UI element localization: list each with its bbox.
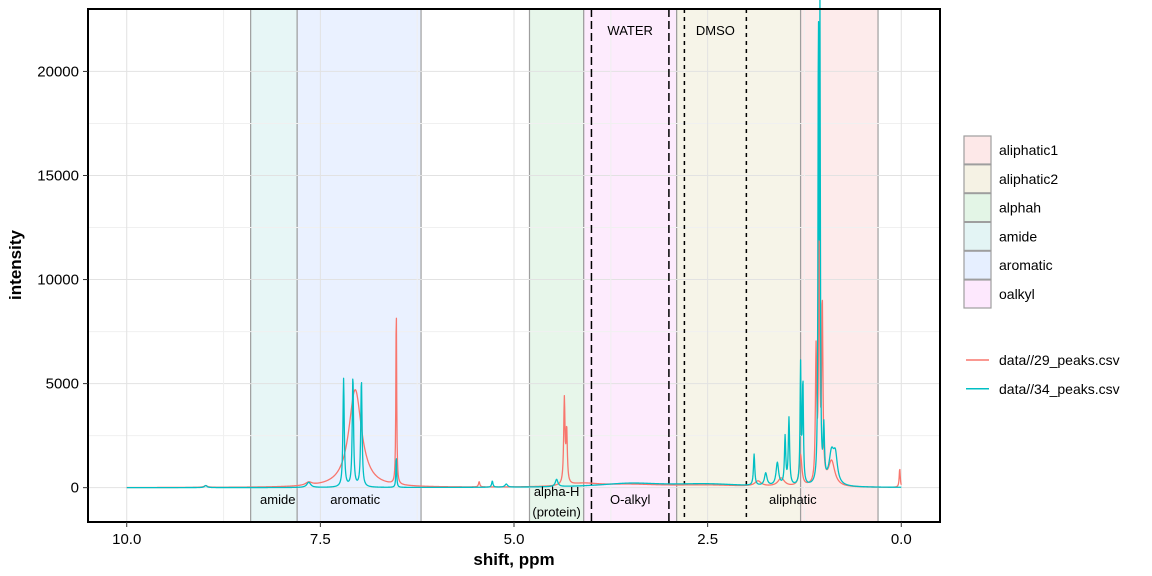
region-label: O-alkyl <box>610 492 651 507</box>
region-band-aliphatic1 <box>799 8 879 523</box>
legend: aliphatic1 aliphatic2 alphah amide aromatic o… <box>963 135 1120 397</box>
legend-label: data//34_peaks.csv <box>999 381 1120 397</box>
x-tick-label: 7.5 <box>310 531 331 548</box>
region-label: alpha-H <box>534 484 580 499</box>
legend-key-oalkyl <box>963 279 992 309</box>
y-tick-label: 15000 <box>37 167 79 184</box>
legend-label: data//29_peaks.csv <box>999 352 1120 368</box>
reference-label: DMSO <box>696 23 735 38</box>
y-tick-label: 5000 <box>46 376 79 393</box>
series-line <box>126 0 902 489</box>
y-tick-label: 0 <box>71 480 79 497</box>
y-tick-label: 10000 <box>37 272 79 289</box>
region-band-oalkyl <box>583 8 678 523</box>
legend-key-aliphatic1 <box>963 135 992 165</box>
x-tick-label: 10.0 <box>112 531 141 548</box>
region-label: amide <box>260 492 295 507</box>
x-tick-label: 2.5 <box>697 531 718 548</box>
reference-lines <box>590 9 748 522</box>
region-label: (protein) <box>532 505 580 520</box>
legend-key-aliphatic2 <box>963 164 992 194</box>
legend-key-alphah <box>963 193 992 223</box>
legend-key-aromatic <box>963 250 992 280</box>
legend-label: aliphatic2 <box>999 171 1058 187</box>
region-band-amide <box>250 8 298 523</box>
region-band-aromatic <box>296 8 422 523</box>
region-label: aromatic <box>330 492 380 507</box>
region-band-alphah <box>528 8 585 523</box>
legend-label: oalkyl <box>999 286 1035 302</box>
x-tick-label: 5.0 <box>504 531 525 548</box>
region-bands <box>250 8 879 523</box>
x-axis-label: shift, ppm <box>473 550 554 569</box>
spectrum-lines <box>126 0 902 489</box>
legend-label: alphah <box>999 200 1041 216</box>
y-axis-label: intensity <box>6 230 25 300</box>
y-tick-label: 20000 <box>37 63 79 80</box>
region-label: aliphatic <box>769 492 817 507</box>
legend-label: amide <box>999 228 1037 244</box>
x-tick-label: 0.0 <box>891 531 912 548</box>
legend-key-amide <box>963 221 992 251</box>
reference-label: WATER <box>607 23 653 38</box>
region-band-aliphatic2 <box>676 8 802 523</box>
annotations: amide aromatic alpha-H (protein) O-alkyl alip… <box>260 23 817 520</box>
legend-label: aliphatic1 <box>999 142 1058 158</box>
legend-label: aromatic <box>999 257 1053 273</box>
axes: 10.0 7.5 5.0 2.5 0.0 0 5000 10000 15000 20000 <box>37 63 911 548</box>
